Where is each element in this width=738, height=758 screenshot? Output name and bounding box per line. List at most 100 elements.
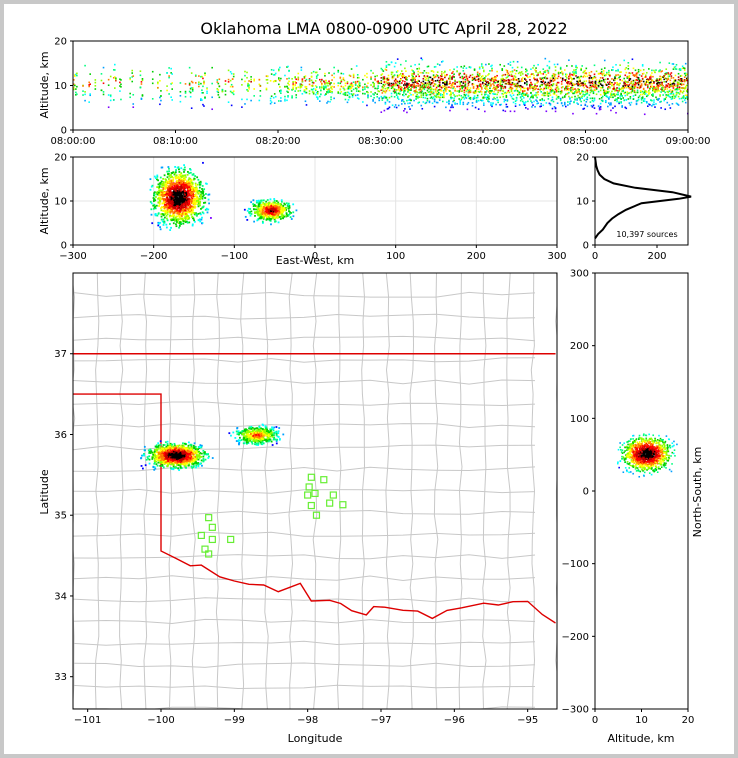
time-altitude-source [463, 91, 466, 94]
time-altitude-source [529, 75, 531, 78]
time-altitude-source [232, 93, 235, 96]
time-altitude-source [444, 76, 446, 79]
time-altitude-source [427, 83, 430, 86]
time-altitude-source [109, 94, 112, 97]
ew-altitude-source [208, 202, 210, 205]
time-altitude-source [492, 77, 494, 79]
time-altitude-source [459, 72, 462, 75]
time-altitude-source [681, 100, 684, 103]
ew-altitude-source [169, 184, 172, 187]
time-altitude-source [536, 82, 538, 84]
time-altitude-source [658, 97, 660, 100]
time-altitude-source [412, 85, 414, 87]
time-altitude-source [589, 97, 592, 100]
ew-altitude-source [168, 167, 170, 170]
ew-altitude-source [179, 191, 182, 193]
time-altitude-source [501, 83, 504, 86]
time-altitude-source [582, 90, 585, 93]
time-altitude-source [102, 66, 105, 69]
time-altitude-source [403, 84, 405, 86]
ew-altitude-source [201, 192, 204, 195]
time-altitude-source [534, 84, 536, 87]
time-altitude-source [469, 96, 472, 99]
time-altitude-source [604, 95, 607, 97]
ew-altitude-source [177, 166, 180, 169]
time-altitude-source [574, 98, 576, 101]
time-altitude-source [475, 75, 478, 78]
time-altitude-source [575, 64, 577, 67]
time-altitude-source [337, 71, 340, 73]
time-altitude-source [426, 94, 429, 96]
time-altitude-source [534, 78, 536, 81]
time-altitude-source [499, 104, 501, 106]
time-altitude-source [550, 99, 553, 102]
time-altitude-source [568, 59, 570, 62]
ew-altitude-source [174, 209, 177, 212]
ew-altitude-source [254, 214, 256, 217]
ew-altitude-source [262, 217, 265, 220]
time-altitude-source [511, 66, 514, 69]
time-altitude-source [561, 86, 564, 88]
time-altitude-source [545, 85, 548, 88]
time-altitude-source [590, 76, 593, 79]
time-altitude-source [627, 76, 630, 78]
time-altitude-source [659, 94, 661, 96]
time-altitude-source [629, 86, 632, 89]
time-altitude-source [436, 93, 439, 95]
ew-altitude-source [175, 202, 178, 205]
time-altitude-source [522, 97, 525, 99]
time-altitude-source [406, 85, 408, 88]
ew-altitude-source [160, 183, 163, 186]
ew-altitude-source [183, 183, 186, 186]
time-altitude-source [584, 93, 587, 96]
time-altitude-source [650, 74, 652, 77]
time-altitude-source [540, 88, 542, 90]
time-altitude-source [619, 64, 621, 66]
ew-altitude-source [258, 200, 261, 203]
time-altitude-source [542, 78, 545, 81]
time-altitude-source [559, 66, 562, 69]
ew-altitude-source [154, 214, 157, 217]
time-altitude-source [467, 82, 470, 85]
time-altitude-source [588, 77, 591, 79]
time-altitude-source [543, 87, 546, 90]
ew-altitude-source [179, 173, 182, 176]
time-altitude-source [201, 89, 203, 92]
ew-altitude-source [172, 216, 175, 219]
time-altitude-source [423, 75, 426, 77]
time-altitude-source [651, 82, 653, 85]
ew-altitude-source [199, 183, 201, 186]
time-altitude-source [393, 90, 396, 92]
time-altitude-source [314, 88, 317, 91]
time-altitude-source [453, 73, 455, 76]
time-altitude-source [422, 92, 425, 95]
time-altitude-source [468, 76, 471, 79]
ew-altitude-source [170, 196, 173, 199]
time-altitude-source [394, 79, 397, 82]
ew-altitude-source [175, 221, 178, 223]
time-altitude-source [380, 81, 383, 83]
time-altitude-source [509, 83, 512, 86]
time-altitude-source [609, 96, 611, 98]
time-altitude-source [665, 80, 668, 83]
time-altitude-source [377, 87, 380, 89]
time-altitude-source [639, 93, 642, 96]
ew-altitude-source [276, 208, 279, 211]
ew-altitude-source [257, 218, 260, 220]
ew-altitude-source [178, 200, 181, 203]
time-altitude-source [517, 72, 520, 75]
time-altitude-source [456, 85, 458, 88]
time-altitude-source [489, 70, 491, 72]
ew-altitude-source [285, 209, 287, 211]
time-altitude-source [462, 86, 465, 88]
time-altitude-source [675, 63, 678, 66]
time-altitude-source [640, 75, 643, 77]
time-altitude-source [563, 88, 566, 91]
time-altitude-source [206, 88, 208, 90]
time-altitude-source [426, 65, 429, 68]
time-altitude-source [406, 99, 408, 102]
time-altitude-source [572, 74, 574, 76]
time-altitude-source [497, 86, 499, 88]
ew-altitude-source [268, 207, 271, 210]
time-altitude-source [479, 78, 482, 81]
